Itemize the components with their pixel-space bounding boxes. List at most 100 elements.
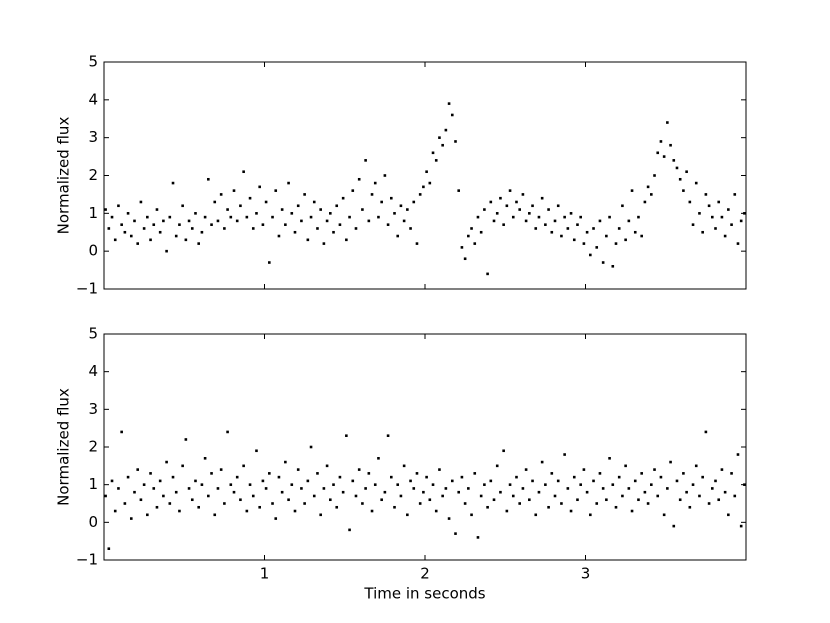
point xyxy=(223,227,226,230)
point xyxy=(617,227,621,230)
point xyxy=(361,208,364,211)
point xyxy=(287,181,290,185)
point xyxy=(434,509,438,513)
point xyxy=(505,204,509,208)
point xyxy=(261,479,265,483)
point xyxy=(178,509,181,513)
point xyxy=(489,479,493,483)
point xyxy=(306,479,310,483)
point xyxy=(155,208,159,211)
point xyxy=(576,223,579,226)
point xyxy=(146,513,149,517)
point xyxy=(309,215,313,219)
point xyxy=(473,472,477,475)
point xyxy=(210,223,213,226)
point xyxy=(152,223,156,226)
point xyxy=(560,234,563,238)
y-axis-label: Normalized flux xyxy=(55,117,73,235)
point xyxy=(399,494,403,498)
point xyxy=(277,475,281,479)
point xyxy=(104,494,107,498)
point xyxy=(508,483,512,486)
x-tick-label: 2 xyxy=(420,565,430,583)
point xyxy=(425,475,428,479)
point xyxy=(643,490,647,494)
point xyxy=(524,468,528,471)
point xyxy=(293,509,297,513)
point xyxy=(203,215,207,219)
point xyxy=(357,468,361,471)
point xyxy=(216,219,220,223)
point xyxy=(592,227,595,230)
point xyxy=(659,475,663,479)
point xyxy=(531,204,534,208)
point xyxy=(207,177,210,181)
point xyxy=(733,193,737,196)
point xyxy=(540,460,544,464)
point xyxy=(560,502,563,505)
point xyxy=(528,498,531,502)
point xyxy=(627,487,631,490)
point xyxy=(486,505,489,509)
point xyxy=(303,193,306,196)
point xyxy=(505,509,509,513)
point xyxy=(277,234,281,238)
point xyxy=(120,223,123,226)
point xyxy=(499,196,502,200)
point xyxy=(682,189,685,192)
point xyxy=(470,227,473,230)
point xyxy=(200,230,204,234)
point xyxy=(685,170,688,174)
point xyxy=(707,502,711,505)
point xyxy=(576,498,579,502)
point xyxy=(717,498,721,502)
point xyxy=(611,265,615,268)
point xyxy=(377,457,380,460)
point xyxy=(354,227,358,230)
point xyxy=(351,479,355,483)
point xyxy=(422,490,425,494)
point xyxy=(678,498,682,502)
point xyxy=(544,223,547,226)
point xyxy=(727,208,730,211)
point xyxy=(675,166,679,170)
point xyxy=(399,204,403,208)
point xyxy=(393,505,396,509)
y-tick-label: 1 xyxy=(88,204,98,222)
point xyxy=(608,457,611,460)
point xyxy=(373,483,377,486)
point xyxy=(704,430,708,434)
point xyxy=(158,479,162,483)
point xyxy=(710,487,714,490)
point xyxy=(107,547,111,550)
point xyxy=(508,189,512,192)
point xyxy=(255,449,258,453)
point xyxy=(117,204,120,208)
y-tick-label: 2 xyxy=(88,166,98,184)
point xyxy=(341,490,345,494)
point xyxy=(386,223,390,226)
point xyxy=(454,140,457,143)
point xyxy=(155,505,159,509)
point xyxy=(438,136,441,139)
point xyxy=(672,159,676,162)
point xyxy=(197,505,200,509)
point xyxy=(589,513,592,517)
point xyxy=(162,219,165,223)
y-tick-label: 4 xyxy=(88,90,98,108)
point xyxy=(666,487,669,490)
point xyxy=(361,502,364,505)
point xyxy=(293,230,297,234)
point xyxy=(219,468,223,471)
point xyxy=(235,475,239,479)
point xyxy=(338,475,342,479)
point xyxy=(377,215,380,219)
point xyxy=(566,487,570,490)
point xyxy=(152,487,156,490)
point xyxy=(672,524,676,528)
point xyxy=(444,487,448,490)
point xyxy=(730,472,733,475)
point xyxy=(364,487,367,490)
point xyxy=(146,215,149,219)
point xyxy=(736,453,740,456)
